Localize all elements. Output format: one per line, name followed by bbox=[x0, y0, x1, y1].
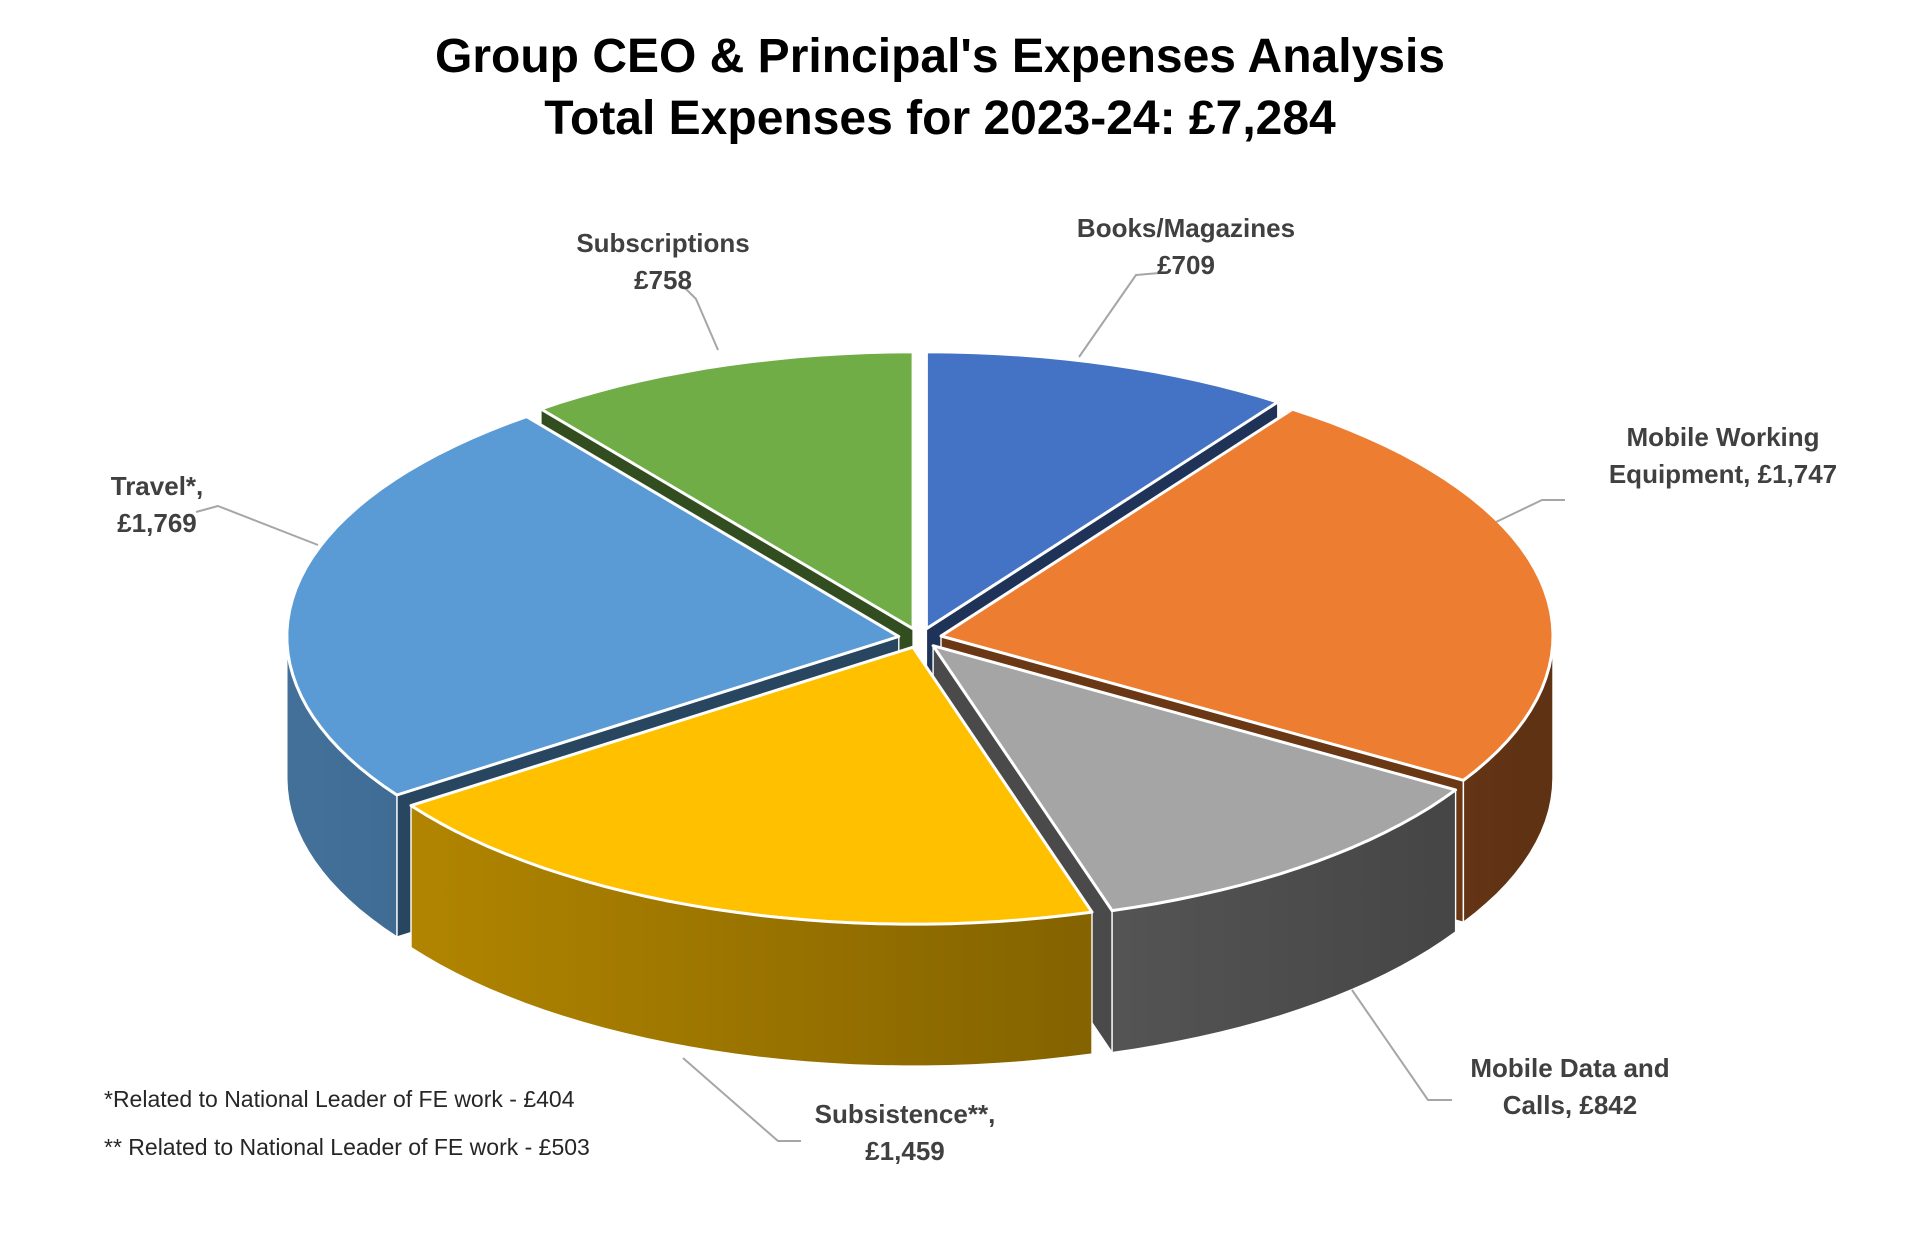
pie-slice-subscriptions bbox=[539, 350, 915, 631]
slice-label-subscriptions: Subscriptions £758 bbox=[576, 225, 749, 299]
footnote-travel: *Related to National Leader of FE work -… bbox=[104, 1086, 575, 1112]
slice-label-name: Books/Magazines bbox=[1076, 213, 1296, 243]
slice-label-value: Equipment, £1,747 bbox=[1608, 459, 1838, 489]
pie-slice-books-magazines bbox=[924, 350, 1280, 631]
footnote-subsistence: ** Related to National Leader of FE work… bbox=[104, 1134, 590, 1160]
slice-label-books-magazines: Books/Magazines £709 bbox=[1077, 210, 1295, 284]
pie-slice-mobile-working-equipment bbox=[939, 407, 1555, 782]
chart-title-line1: Group CEO & Principal's Expenses Analysi… bbox=[435, 30, 1445, 83]
slice-label-travel: Travel*, £1,769 bbox=[111, 468, 204, 542]
pie-slice-subsistence bbox=[409, 645, 1094, 926]
slice-label-name: Subsistence**, bbox=[814, 1099, 996, 1129]
pie-slice-travel bbox=[285, 415, 901, 797]
leader-line-4 bbox=[195, 505, 319, 546]
chart-title-line2: Total Expenses for 2023-24: £7,284 bbox=[544, 92, 1336, 145]
pie-slice-mobile-data-and-calls bbox=[931, 644, 1458, 913]
slice-label-name: Mobile Data and bbox=[1470, 1053, 1670, 1083]
chart-title: Group CEO & Principal's Expenses Analysi… bbox=[0, 26, 1880, 150]
slice-label-value: £1,769 bbox=[117, 508, 197, 538]
slice-label-value: Calls, £842 bbox=[1502, 1090, 1638, 1120]
slice-label-name: Subscriptions bbox=[576, 228, 750, 258]
slice-label-subsistence: Subsistence**, £1,459 bbox=[815, 1096, 996, 1170]
slice-label-value: £758 bbox=[634, 265, 692, 295]
slice-label-name: Mobile Working bbox=[1626, 422, 1820, 452]
leader-line-5 bbox=[682, 285, 719, 351]
slice-label-mobile-data-and-calls: Mobile Data and Calls, £842 bbox=[1470, 1050, 1669, 1124]
leader-line-1 bbox=[1495, 499, 1565, 523]
slice-label-value: £709 bbox=[1157, 250, 1215, 280]
leader-line-3 bbox=[682, 1057, 801, 1142]
slice-label-value: £1,459 bbox=[865, 1136, 945, 1166]
leader-line-0 bbox=[1078, 272, 1161, 358]
leader-line-2 bbox=[1351, 989, 1452, 1101]
slice-label-name: Travel*, bbox=[110, 471, 204, 501]
slice-label-mobile-working-equipment: Mobile Working Equipment, £1,747 bbox=[1609, 419, 1837, 493]
